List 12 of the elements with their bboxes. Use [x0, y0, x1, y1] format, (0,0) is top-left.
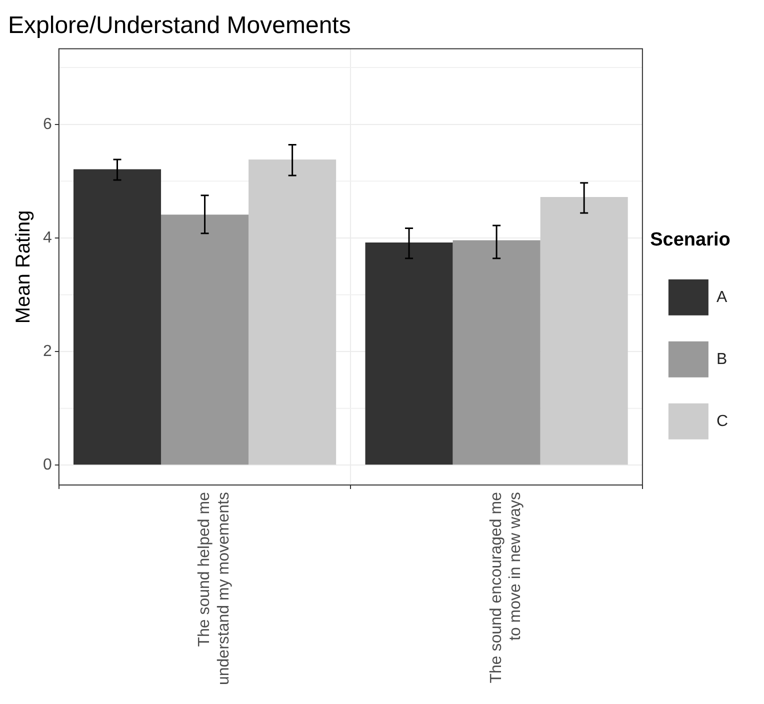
legend-label: C [716, 412, 728, 430]
legend-label: B [716, 350, 728, 368]
legend-label: A [716, 288, 728, 306]
x-tick-label: The sound encouraged me to move in new ways [488, 492, 524, 684]
legend-title: Scenario [650, 229, 730, 250]
y-tick-label: 0 [42, 456, 52, 474]
y-axis-title: Mean Rating [12, 210, 35, 324]
x-tick-label: The sound helped me understand my movements [196, 492, 232, 686]
y-tick-label: 6 [42, 116, 52, 133]
chart-title: Explore/Understand Movements [8, 12, 351, 40]
y-tick-label: 4 [42, 229, 52, 246]
y-tick-label: 2 [42, 342, 52, 360]
